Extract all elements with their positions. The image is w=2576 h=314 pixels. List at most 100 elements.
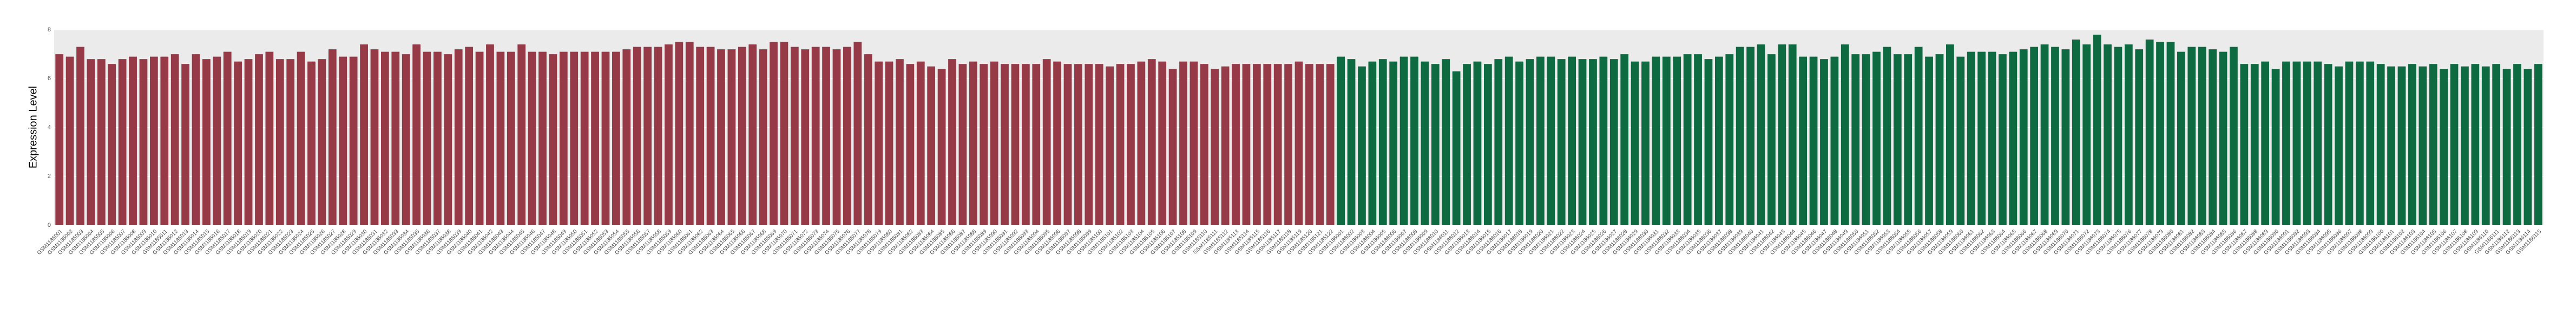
bar xyxy=(1925,56,1933,225)
bar xyxy=(2492,64,2501,226)
bar xyxy=(1095,64,1103,226)
bar xyxy=(1988,51,1996,226)
bar xyxy=(129,56,137,225)
bar xyxy=(1547,56,1555,225)
bar xyxy=(1011,64,1020,226)
bar xyxy=(727,49,736,225)
bar xyxy=(654,47,662,226)
bar xyxy=(286,59,295,226)
bar xyxy=(1305,64,1313,226)
bar xyxy=(402,54,410,225)
bar xyxy=(1032,64,1041,226)
bar xyxy=(2419,66,2427,225)
bar xyxy=(1725,54,1734,225)
bar xyxy=(1736,47,1744,226)
bar xyxy=(118,59,127,226)
bar xyxy=(958,64,967,226)
bar xyxy=(1515,61,1523,225)
bar xyxy=(2481,66,2490,225)
bar xyxy=(1452,71,1461,225)
bar xyxy=(2156,42,2164,225)
bar xyxy=(1483,64,1492,226)
bar xyxy=(2524,69,2532,225)
bar xyxy=(1809,56,1818,225)
bar xyxy=(1431,64,1440,226)
bar xyxy=(2082,44,2091,225)
bar xyxy=(2440,69,2448,225)
bar xyxy=(1347,59,1356,226)
bar xyxy=(1977,51,1986,226)
bar xyxy=(2114,47,2122,226)
bar xyxy=(454,49,463,225)
bar xyxy=(832,49,841,225)
bar xyxy=(1168,69,1177,225)
bar xyxy=(265,51,274,226)
bar xyxy=(2366,61,2375,225)
bar xyxy=(1389,61,1398,225)
bar xyxy=(76,47,84,226)
bar xyxy=(2513,64,2521,226)
bar xyxy=(1893,54,1902,225)
y-tick-label: 2 xyxy=(48,173,51,180)
bar xyxy=(297,51,305,226)
bar xyxy=(1042,59,1051,226)
bar xyxy=(2282,61,2290,225)
bar xyxy=(2376,64,2385,226)
bar xyxy=(1799,56,1808,225)
bar xyxy=(1147,59,1156,226)
bar xyxy=(2261,61,2270,225)
bar xyxy=(717,49,725,225)
bar xyxy=(2240,64,2249,226)
bar xyxy=(160,56,169,225)
bar xyxy=(1421,61,1429,225)
bar xyxy=(2009,51,2018,226)
bar xyxy=(2040,44,2049,225)
bar xyxy=(2019,49,2028,225)
bar xyxy=(339,56,347,225)
bar xyxy=(528,51,536,226)
y-axis-label: Expression Level xyxy=(27,86,39,168)
bar xyxy=(1830,56,1839,225)
bar xyxy=(685,42,694,225)
bar xyxy=(1536,56,1545,225)
bar xyxy=(1294,61,1303,225)
bar xyxy=(1757,44,1765,225)
bar xyxy=(1158,61,1167,225)
bar xyxy=(486,44,494,225)
bar xyxy=(244,59,253,226)
bar xyxy=(822,47,830,226)
y-tick-label: 0 xyxy=(48,222,51,228)
bar xyxy=(2408,64,2416,226)
bar xyxy=(2219,51,2227,226)
bar xyxy=(801,49,810,225)
bar xyxy=(433,51,442,226)
bar xyxy=(2502,69,2511,225)
bar xyxy=(391,51,400,226)
bar xyxy=(2397,66,2406,225)
bar xyxy=(1211,69,1219,225)
bar xyxy=(1179,61,1187,225)
bar xyxy=(1914,47,1923,226)
bar xyxy=(55,54,64,225)
bar xyxy=(1946,44,1954,225)
bar xyxy=(275,59,284,226)
bar xyxy=(570,51,579,226)
bar xyxy=(1021,64,1030,226)
bar xyxy=(811,47,820,226)
bar xyxy=(738,47,746,226)
bar xyxy=(1652,56,1660,225)
bar xyxy=(1935,54,1944,225)
bar xyxy=(1378,59,1387,226)
bar xyxy=(2145,40,2154,226)
bar xyxy=(1578,59,1587,226)
bar xyxy=(1662,56,1671,225)
bar xyxy=(1851,54,1860,225)
bar xyxy=(412,44,420,225)
bar xyxy=(2345,61,2354,225)
bar xyxy=(790,47,799,226)
bar xyxy=(1085,64,1093,226)
bar xyxy=(2292,61,2301,225)
bar xyxy=(601,51,610,226)
bar xyxy=(643,47,652,226)
